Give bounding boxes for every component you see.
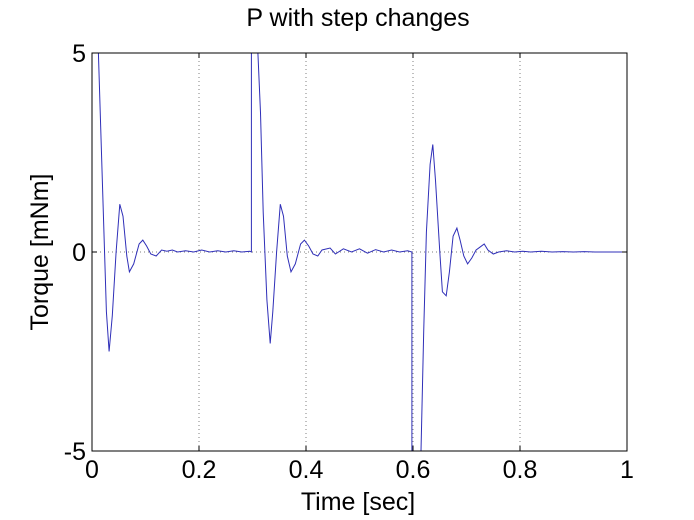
chart-title: P with step changes [246,4,469,32]
torque-series-line [92,52,627,452]
y-tick-labels: -5 0 5 [64,40,86,466]
tick-marks [91,52,628,452]
x-tick-label: 0.4 [289,456,324,484]
y-tick-label: 0 [72,239,86,267]
x-tick-label: 0.8 [503,456,538,484]
x-tick-label: 0.6 [396,456,431,484]
x-tick-label: 1 [620,456,634,484]
x-axis-label: Time [sec] [301,488,415,516]
x-tick-label: 0.2 [182,456,217,484]
series-layer [92,52,627,452]
x-tick-labels: 0 0.2 0.4 0.6 0.8 1 [85,456,634,484]
y-axis-label: Torque [mNm] [26,174,54,331]
y-tick-label: 5 [72,40,86,68]
x-tick-label: 0 [85,456,99,484]
y-tick-label: -5 [64,438,86,466]
